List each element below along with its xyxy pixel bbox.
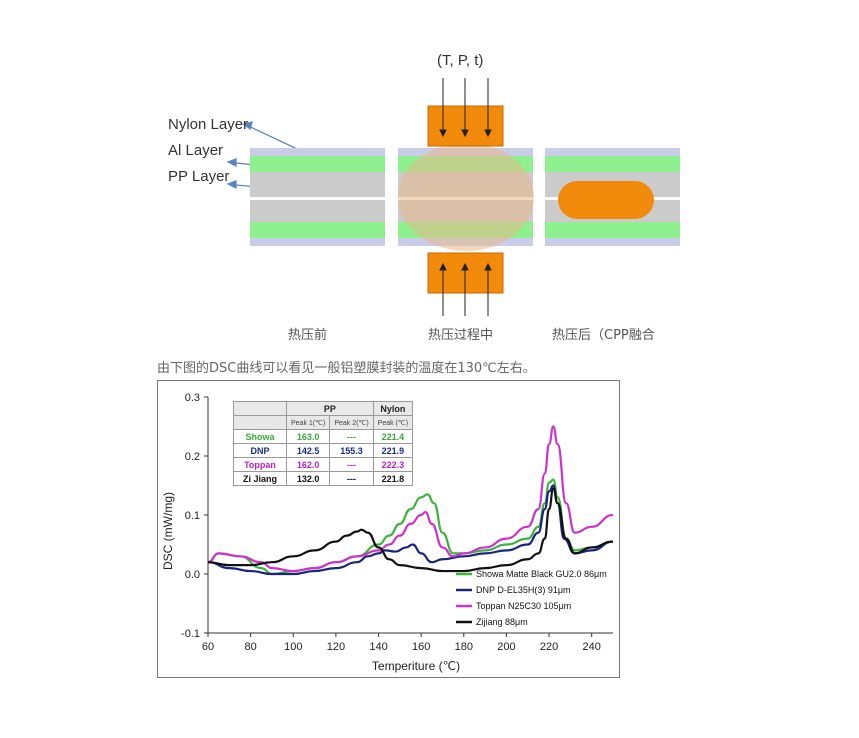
dsc-chart-svg: -0.1 0.0 0.1 0.2 0.3 60 80 100 120 140 160 180 200 22…: [161, 392, 614, 673]
x-tick-label: 120: [327, 641, 345, 653]
y-axis-title: DSC (mW/mg): [161, 492, 175, 570]
table-cell: ---: [329, 457, 374, 472]
chart-plot-area: [207, 425, 614, 576]
y-tick-label: -0.1: [181, 628, 200, 640]
y-tick-label: 0.3: [185, 392, 200, 404]
y-tick-label: 0.0: [185, 569, 200, 581]
table-cell: 221.4: [372, 429, 414, 444]
stage-before: [250, 148, 385, 246]
caption-text: 由下图的DSC曲线可以看见一般铝塑膜封装的温度在130℃左右。: [157, 361, 536, 376]
pressure-arrows-bottom: [439, 262, 492, 316]
table-cell: 221.9: [372, 443, 414, 458]
table-row: Showa 163.0 --- 221.4: [233, 429, 414, 444]
x-tick-label: 240: [583, 641, 601, 653]
table-row-name: Zi Jiang: [233, 471, 287, 486]
table-cell: 221.8: [372, 471, 414, 486]
x-tick-label: 80: [245, 641, 257, 653]
x-tick-label: 220: [540, 641, 558, 653]
table-cell: 162.0: [285, 457, 331, 472]
legend-label-0: Showa Matte Black GU2.0 86μm: [476, 569, 607, 579]
legend-label-2: Toppan N25C30 105μm: [476, 601, 571, 611]
table-corner-sub: [233, 415, 287, 430]
series-line-1: [207, 484, 614, 576]
table-row: Toppan 162.0 --- 222.3: [233, 457, 414, 472]
chart-axes: -0.1 0.0 0.1 0.2 0.3 60 80 100 120 140 160 180 200 22…: [181, 392, 613, 653]
table-sub-peak1: Peak 1(℃): [285, 415, 331, 430]
chart-legend: Showa Matte Black GU2.0 86μm DNP D-EL35H(…: [456, 569, 607, 627]
table-sub-peak: Peak (℃): [372, 415, 414, 430]
stage-before-label: 热压前: [288, 328, 328, 343]
x-tick-label: 140: [369, 641, 387, 653]
table-sub-peak2: Peak 2(℃): [329, 415, 374, 430]
table-corner: [233, 401, 287, 416]
table-cell: 132.0: [285, 471, 331, 486]
x-tick-label: 60: [202, 641, 214, 653]
table-group-nylon: Nylon: [372, 401, 414, 416]
series-line-3: [207, 487, 614, 573]
heat-seal-diagram: (T, P, t) Nylon Layer Al Layer PP Layer …: [152, 18, 712, 350]
table-group-pp: PP: [286, 401, 374, 416]
params-label: (T, P, t): [437, 52, 484, 69]
legend-label-3: Zijiang 88μm: [476, 617, 528, 627]
heat-seal-diagram-svg: [226, 78, 680, 316]
stage-during: [398, 78, 534, 316]
x-tick-label: 200: [497, 641, 515, 653]
table-row: Zi Jiang 132.0 --- 221.8: [233, 471, 414, 486]
dsc-chart: -0.1 0.0 0.1 0.2 0.3 60 80 100 120 140 160 180 200 22…: [157, 380, 620, 678]
x-tick-label: 100: [284, 641, 302, 653]
peak-table: PP Nylon Peak 1(℃) Peak 2(℃) Peak (℃) Sh…: [233, 401, 414, 486]
pressure-arrows-top: [439, 78, 492, 138]
stage-after-label: 热压后（CPP融合: [552, 328, 655, 343]
series-line-2: [207, 425, 614, 573]
table-row-name: DNP: [233, 443, 287, 458]
table-cell: ---: [329, 471, 374, 486]
stage-during-label: 热压过程中: [428, 328, 494, 343]
table-cell: 163.0: [285, 429, 331, 444]
table-cell: 155.3: [329, 443, 374, 458]
x-tick-label: 180: [455, 641, 473, 653]
table-cell: 222.3: [372, 457, 414, 472]
cpp-melt-region: [558, 181, 654, 219]
table-cell: 142.5: [285, 443, 331, 458]
y-tick-label: 0.1: [185, 510, 200, 522]
table-row-name: Showa: [233, 429, 287, 444]
table-cell: ---: [329, 429, 374, 444]
y-tick-label: 0.2: [185, 451, 200, 463]
table-row-name: Toppan: [233, 457, 287, 472]
x-tick-label: 160: [412, 641, 430, 653]
x-axis-title: Temperiture (℃): [372, 659, 460, 673]
pp-layer-label: PP Layer: [168, 168, 230, 185]
al-layer-label: Al Layer: [168, 142, 224, 159]
legend-label-1: DNP D-EL35H(3) 91μm: [476, 585, 571, 595]
stage-after: [545, 148, 680, 246]
table-row: DNP 142.5 155.3 221.9: [233, 443, 414, 458]
nylon-layer-label: Nylon Layer: [168, 116, 249, 133]
